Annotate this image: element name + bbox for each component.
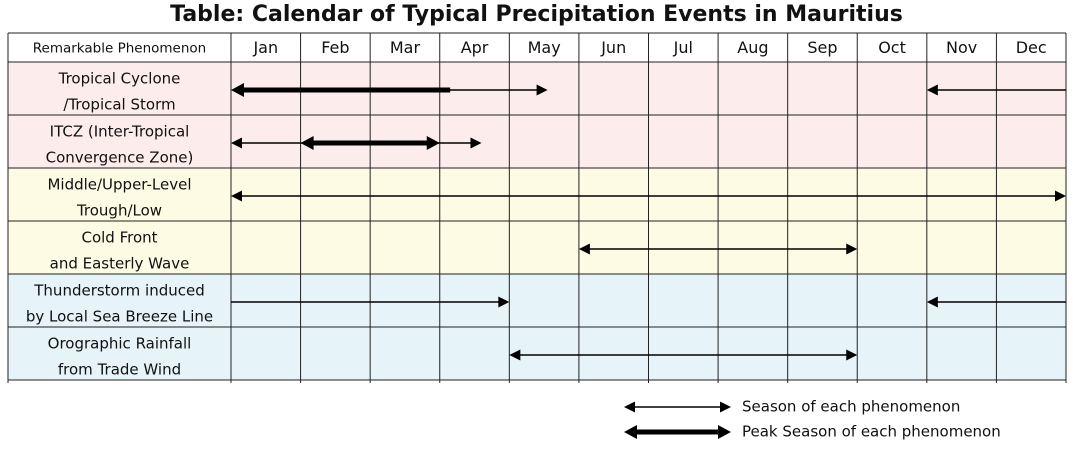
arrow-head-right — [718, 425, 731, 439]
arrow-head-left — [926, 296, 938, 308]
row-label: ITCZ (Inter-Tropical — [50, 123, 190, 141]
header-month: Aug — [737, 38, 768, 57]
arrow-head-right — [846, 243, 858, 255]
row-label: /Tropical Storm — [63, 96, 175, 114]
row-label: Tropical Cyclone — [58, 70, 181, 88]
header-month: Jul — [673, 38, 693, 57]
row-label: Cold Front — [81, 229, 157, 247]
season-arrow — [926, 296, 1066, 308]
row-label: Thunderstorm induced — [33, 282, 204, 300]
season-arrow — [439, 84, 548, 96]
legend-season-arrow — [624, 401, 731, 413]
row-label: from Trade Wind — [58, 361, 181, 379]
row-band — [8, 221, 1066, 274]
peak-season-arrow — [300, 136, 440, 150]
season-arrow — [231, 296, 510, 308]
arrow-head-right — [720, 401, 731, 413]
row-label: Trough/Low — [76, 202, 162, 220]
season-arrow — [509, 349, 858, 361]
season-arrow — [578, 243, 858, 255]
arrow-head-left — [578, 243, 590, 255]
arrow-head-right — [536, 84, 548, 96]
row-band — [8, 168, 1066, 221]
arrow-head-right — [846, 349, 858, 361]
season-arrow — [231, 190, 1066, 202]
header-month: Jun — [600, 38, 626, 57]
arrow-head-left — [231, 137, 242, 149]
arrow-head-left — [231, 190, 242, 202]
arrow-head-right — [498, 296, 510, 308]
row-band — [8, 274, 1066, 327]
header-month: Jan — [252, 38, 278, 57]
row-label: and Easterly Wave — [50, 255, 190, 273]
season-arrow — [926, 84, 1066, 96]
row-band — [8, 327, 1066, 380]
header-month: Feb — [321, 38, 349, 57]
header-month: Apr — [461, 38, 489, 57]
arrow-head-right — [426, 136, 440, 150]
header-month: Sep — [807, 38, 837, 57]
header-month: Nov — [946, 38, 977, 57]
header-month: Mar — [390, 38, 421, 57]
arrow-head-right — [1055, 190, 1066, 202]
peak-season-arrow — [231, 83, 451, 97]
header-month: Oct — [878, 38, 906, 57]
legend-peak-label: Peak Season of each phenomenon — [742, 423, 1001, 441]
row-label: Convergence Zone) — [46, 149, 194, 167]
arrow-head-left — [624, 401, 635, 413]
legend-season-label: Season of each phenomenon — [742, 398, 960, 416]
arrow-head-right — [470, 137, 482, 149]
header-month: May — [528, 38, 561, 57]
arrow-head-left — [231, 83, 244, 97]
arrow-head-left — [624, 425, 637, 439]
legend-peak-arrow — [624, 425, 731, 439]
arrow-head-left — [300, 136, 314, 150]
table-title: Table: Calendar of Typical Precipitation… — [170, 2, 903, 27]
arrow-head-left — [926, 84, 938, 96]
header-month: Dec — [1016, 38, 1047, 57]
arrow-head-left — [509, 349, 521, 361]
row-label: Orographic Rainfall — [48, 335, 192, 353]
row-label: Middle/Upper-Level — [47, 176, 191, 194]
row-label: by Local Sea Breeze Line — [26, 308, 213, 326]
header-phenomenon: Remarkable Phenomenon — [33, 41, 206, 57]
row-band — [8, 115, 1066, 168]
